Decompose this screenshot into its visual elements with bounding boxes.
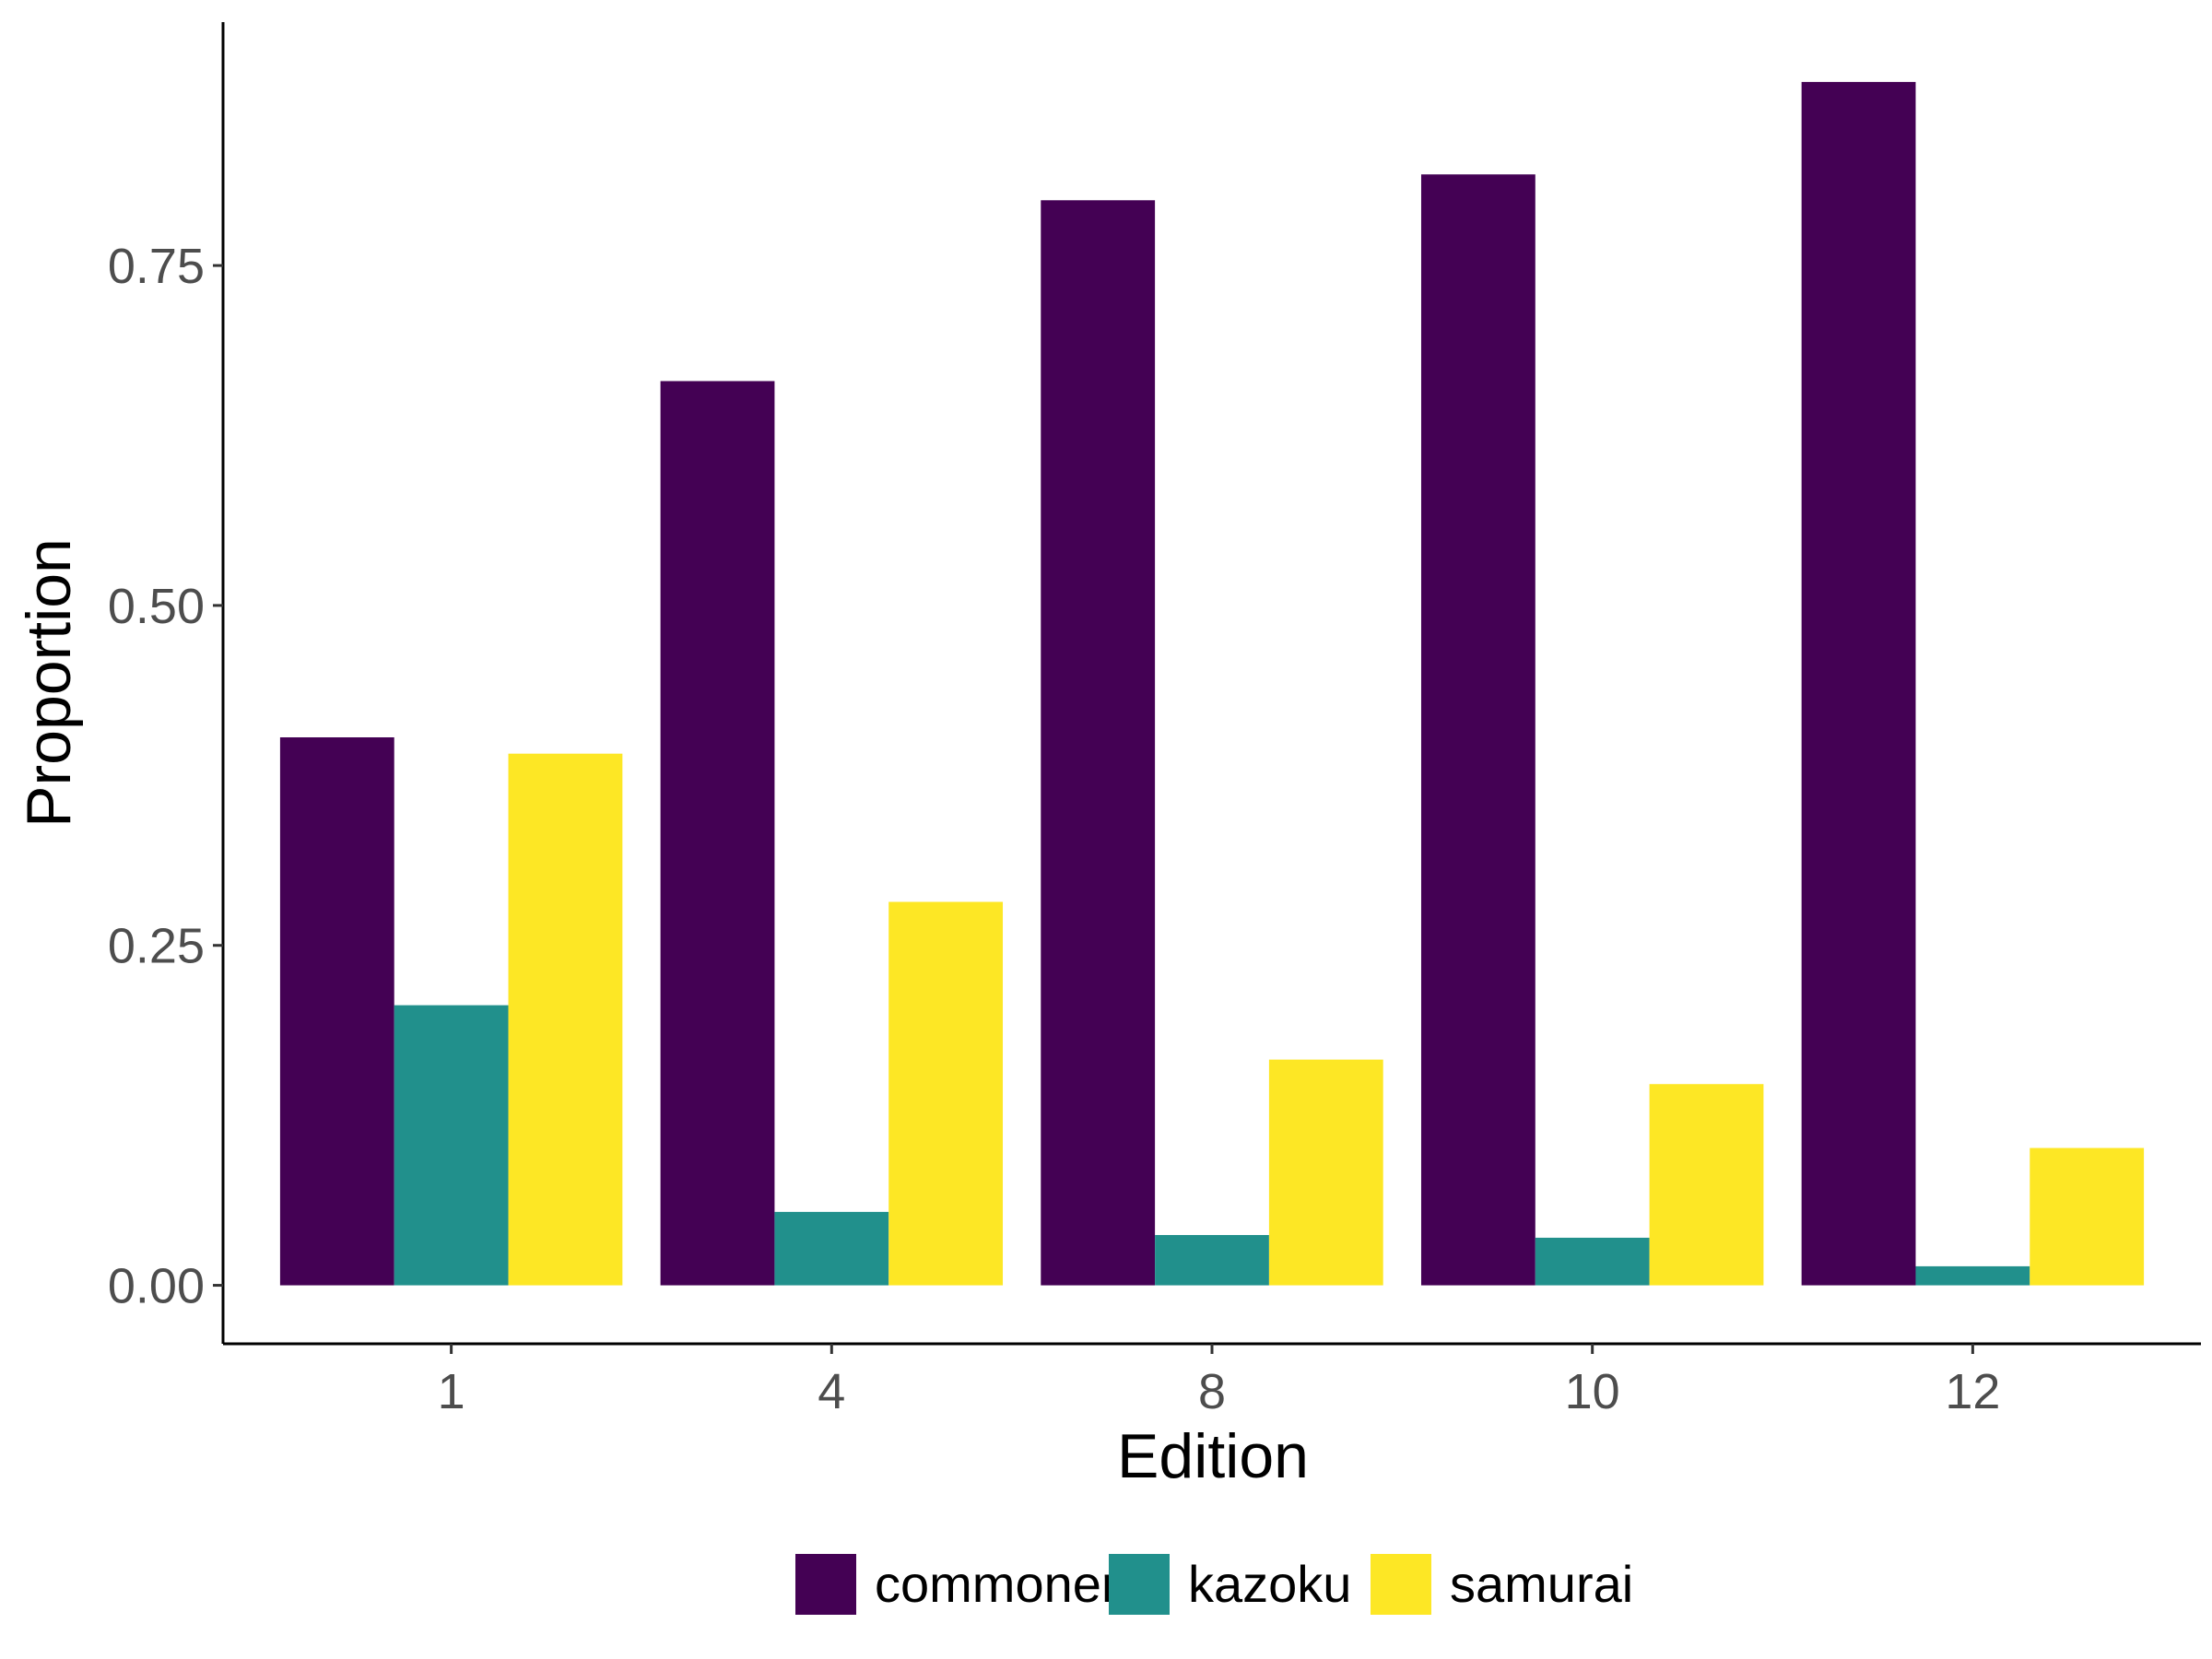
bars-layer [279, 81, 2145, 1286]
y-tick-label: 0.25 [108, 919, 205, 974]
legend-key-samurai [1371, 1554, 1431, 1615]
bar-kazoku-edition-8 [1155, 1234, 1269, 1286]
bar-kazoku-edition-10 [1535, 1237, 1650, 1286]
bar-commoner-edition-10 [1420, 174, 1535, 1286]
bar-kazoku-edition-12 [1915, 1265, 2030, 1286]
bar-commoner-edition-12 [1801, 81, 1916, 1286]
bar-commoner-edition-8 [1041, 200, 1156, 1286]
x-tick-label: 8 [1198, 1364, 1226, 1419]
bar-samurai-edition-4 [888, 901, 1004, 1286]
x-axis-title: Edition [1117, 1421, 1309, 1491]
y-axis-title: Proportion [14, 538, 84, 828]
legend-key-kazoku [1109, 1554, 1170, 1615]
x-ticks: 1 4 8 10 12 [438, 1344, 2000, 1419]
x-tick-label: 12 [1945, 1364, 2000, 1419]
x-tick-label: 1 [438, 1364, 465, 1419]
y-tick-label: 0.75 [108, 239, 205, 294]
bar-samurai-edition-10 [1649, 1084, 1764, 1286]
y-tick-label: 0.50 [108, 579, 205, 634]
bar-samurai-edition-12 [2030, 1147, 2145, 1286]
legend-label-kazoku: kazoku [1188, 1555, 1351, 1613]
bar-commoner-edition-4 [660, 381, 775, 1286]
y-tick-label: 0.00 [108, 1259, 205, 1314]
y-ticks: 0.00 0.25 0.50 0.75 [108, 239, 223, 1314]
bar-commoner-edition-1 [279, 737, 394, 1286]
bar-kazoku-edition-1 [394, 1005, 509, 1286]
bar-kazoku-edition-4 [774, 1211, 889, 1286]
x-tick-label: 4 [818, 1364, 845, 1419]
legend: commoner kazoku samurai [795, 1554, 1633, 1615]
legend-label-samurai: samurai [1450, 1555, 1633, 1613]
bar-samurai-edition-8 [1268, 1059, 1383, 1286]
legend-label-commoner: commoner [875, 1555, 1119, 1613]
bar-samurai-edition-1 [508, 753, 623, 1286]
legend-key-commoner [795, 1554, 856, 1615]
x-tick-label: 10 [1565, 1364, 1620, 1419]
